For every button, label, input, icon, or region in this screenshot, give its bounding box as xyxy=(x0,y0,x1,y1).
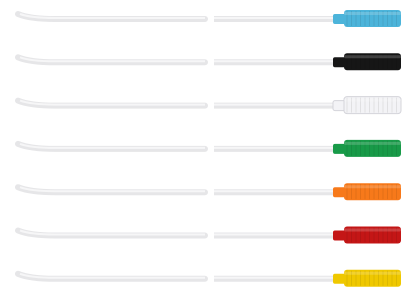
catheter xyxy=(18,140,401,157)
catheter xyxy=(18,270,401,287)
connector-shine xyxy=(344,229,401,232)
connector-shine xyxy=(344,272,401,275)
connector-shine xyxy=(344,99,401,102)
connector-shine xyxy=(344,185,401,188)
catheter xyxy=(18,183,401,200)
connector-shine xyxy=(344,142,401,145)
catheter-photo xyxy=(0,0,410,291)
catheter xyxy=(18,227,401,244)
catheter xyxy=(18,53,401,70)
connector-shine xyxy=(344,12,401,15)
catheter xyxy=(18,97,401,114)
connector-shine xyxy=(344,55,401,58)
catheter xyxy=(18,10,401,27)
page: (() => { const data = JSON.parse(documen… xyxy=(0,0,410,291)
